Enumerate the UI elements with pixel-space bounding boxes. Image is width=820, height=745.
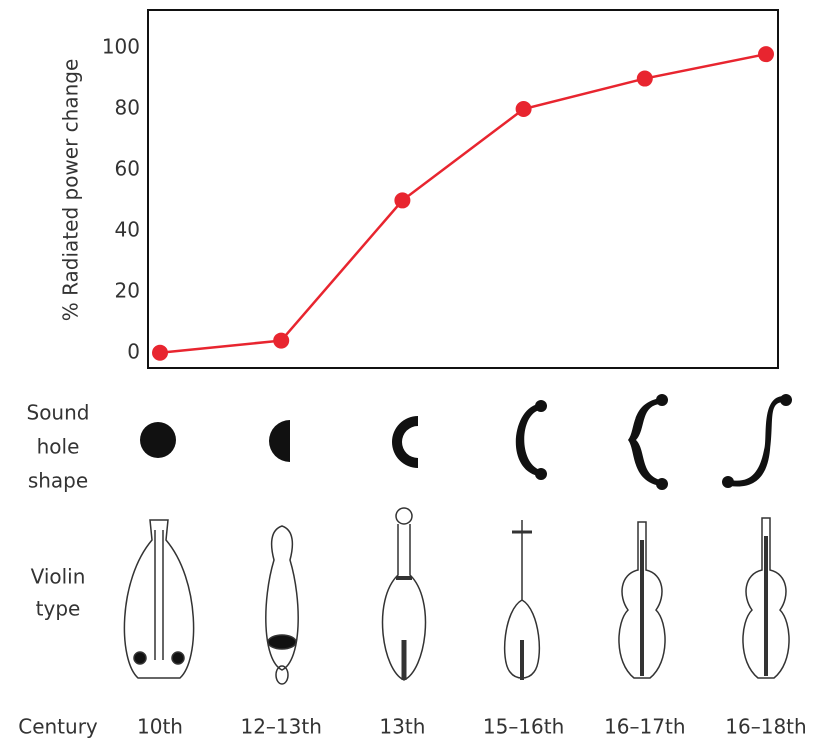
violin-icon — [742, 517, 790, 679]
y-tick-label: 20 — [115, 278, 140, 302]
sound-hole-icon — [656, 394, 668, 406]
row-label: shape — [28, 469, 88, 493]
violin-icon — [618, 521, 666, 679]
sound-hole-icon — [535, 468, 547, 480]
violin-icon — [265, 525, 299, 671]
x-category-label: 12–13th — [240, 715, 321, 739]
violin-icon — [275, 665, 289, 685]
sound-hole-icon — [628, 398, 660, 486]
y-tick-label: 80 — [115, 96, 140, 120]
row-label: hole — [37, 435, 80, 459]
x-category-label: 15–16th — [483, 715, 564, 739]
data-point — [152, 344, 168, 361]
sound-hole-icon — [535, 400, 547, 412]
sound-hole-icon — [515, 404, 540, 476]
sound-hole-icon — [656, 478, 668, 490]
y-tick-label: 40 — [115, 217, 140, 241]
row-label: type — [36, 597, 81, 621]
violin-icon — [395, 507, 413, 525]
row-label: Century — [18, 715, 98, 739]
y-axis-label: % Radiated power change — [59, 59, 83, 322]
row-label: Violin — [31, 565, 86, 589]
violin-icon — [171, 651, 185, 665]
x-category-label: 13th — [379, 715, 425, 739]
sound-hole-icon — [780, 394, 792, 406]
x-category-label: 16–18th — [725, 715, 806, 739]
violin-icon — [133, 651, 147, 665]
sound-hole-icon — [730, 396, 784, 487]
x-category-label: 10th — [137, 715, 183, 739]
sound-hole-icon — [722, 476, 734, 488]
y-tick-label: 100 — [102, 35, 140, 59]
sound-hole-icon — [269, 420, 290, 462]
y-tick-label: 0 — [127, 339, 140, 363]
violin-drawings — [123, 507, 790, 685]
violin-icon — [123, 519, 195, 679]
data-point — [758, 46, 774, 63]
y-tick-label: 60 — [115, 156, 140, 180]
violin-icon — [267, 634, 297, 650]
data-point — [515, 101, 532, 118]
sound-holes — [140, 394, 792, 490]
x-category-label: 16–17th — [604, 715, 685, 739]
row-label: Sound — [27, 401, 90, 425]
sound-hole-icon — [392, 416, 418, 468]
data-point — [394, 192, 411, 209]
data-point — [273, 332, 290, 349]
sound-hole-icon — [140, 422, 176, 458]
data-point — [636, 70, 653, 87]
data-line — [159, 52, 767, 355]
plot-frame — [147, 9, 779, 369]
